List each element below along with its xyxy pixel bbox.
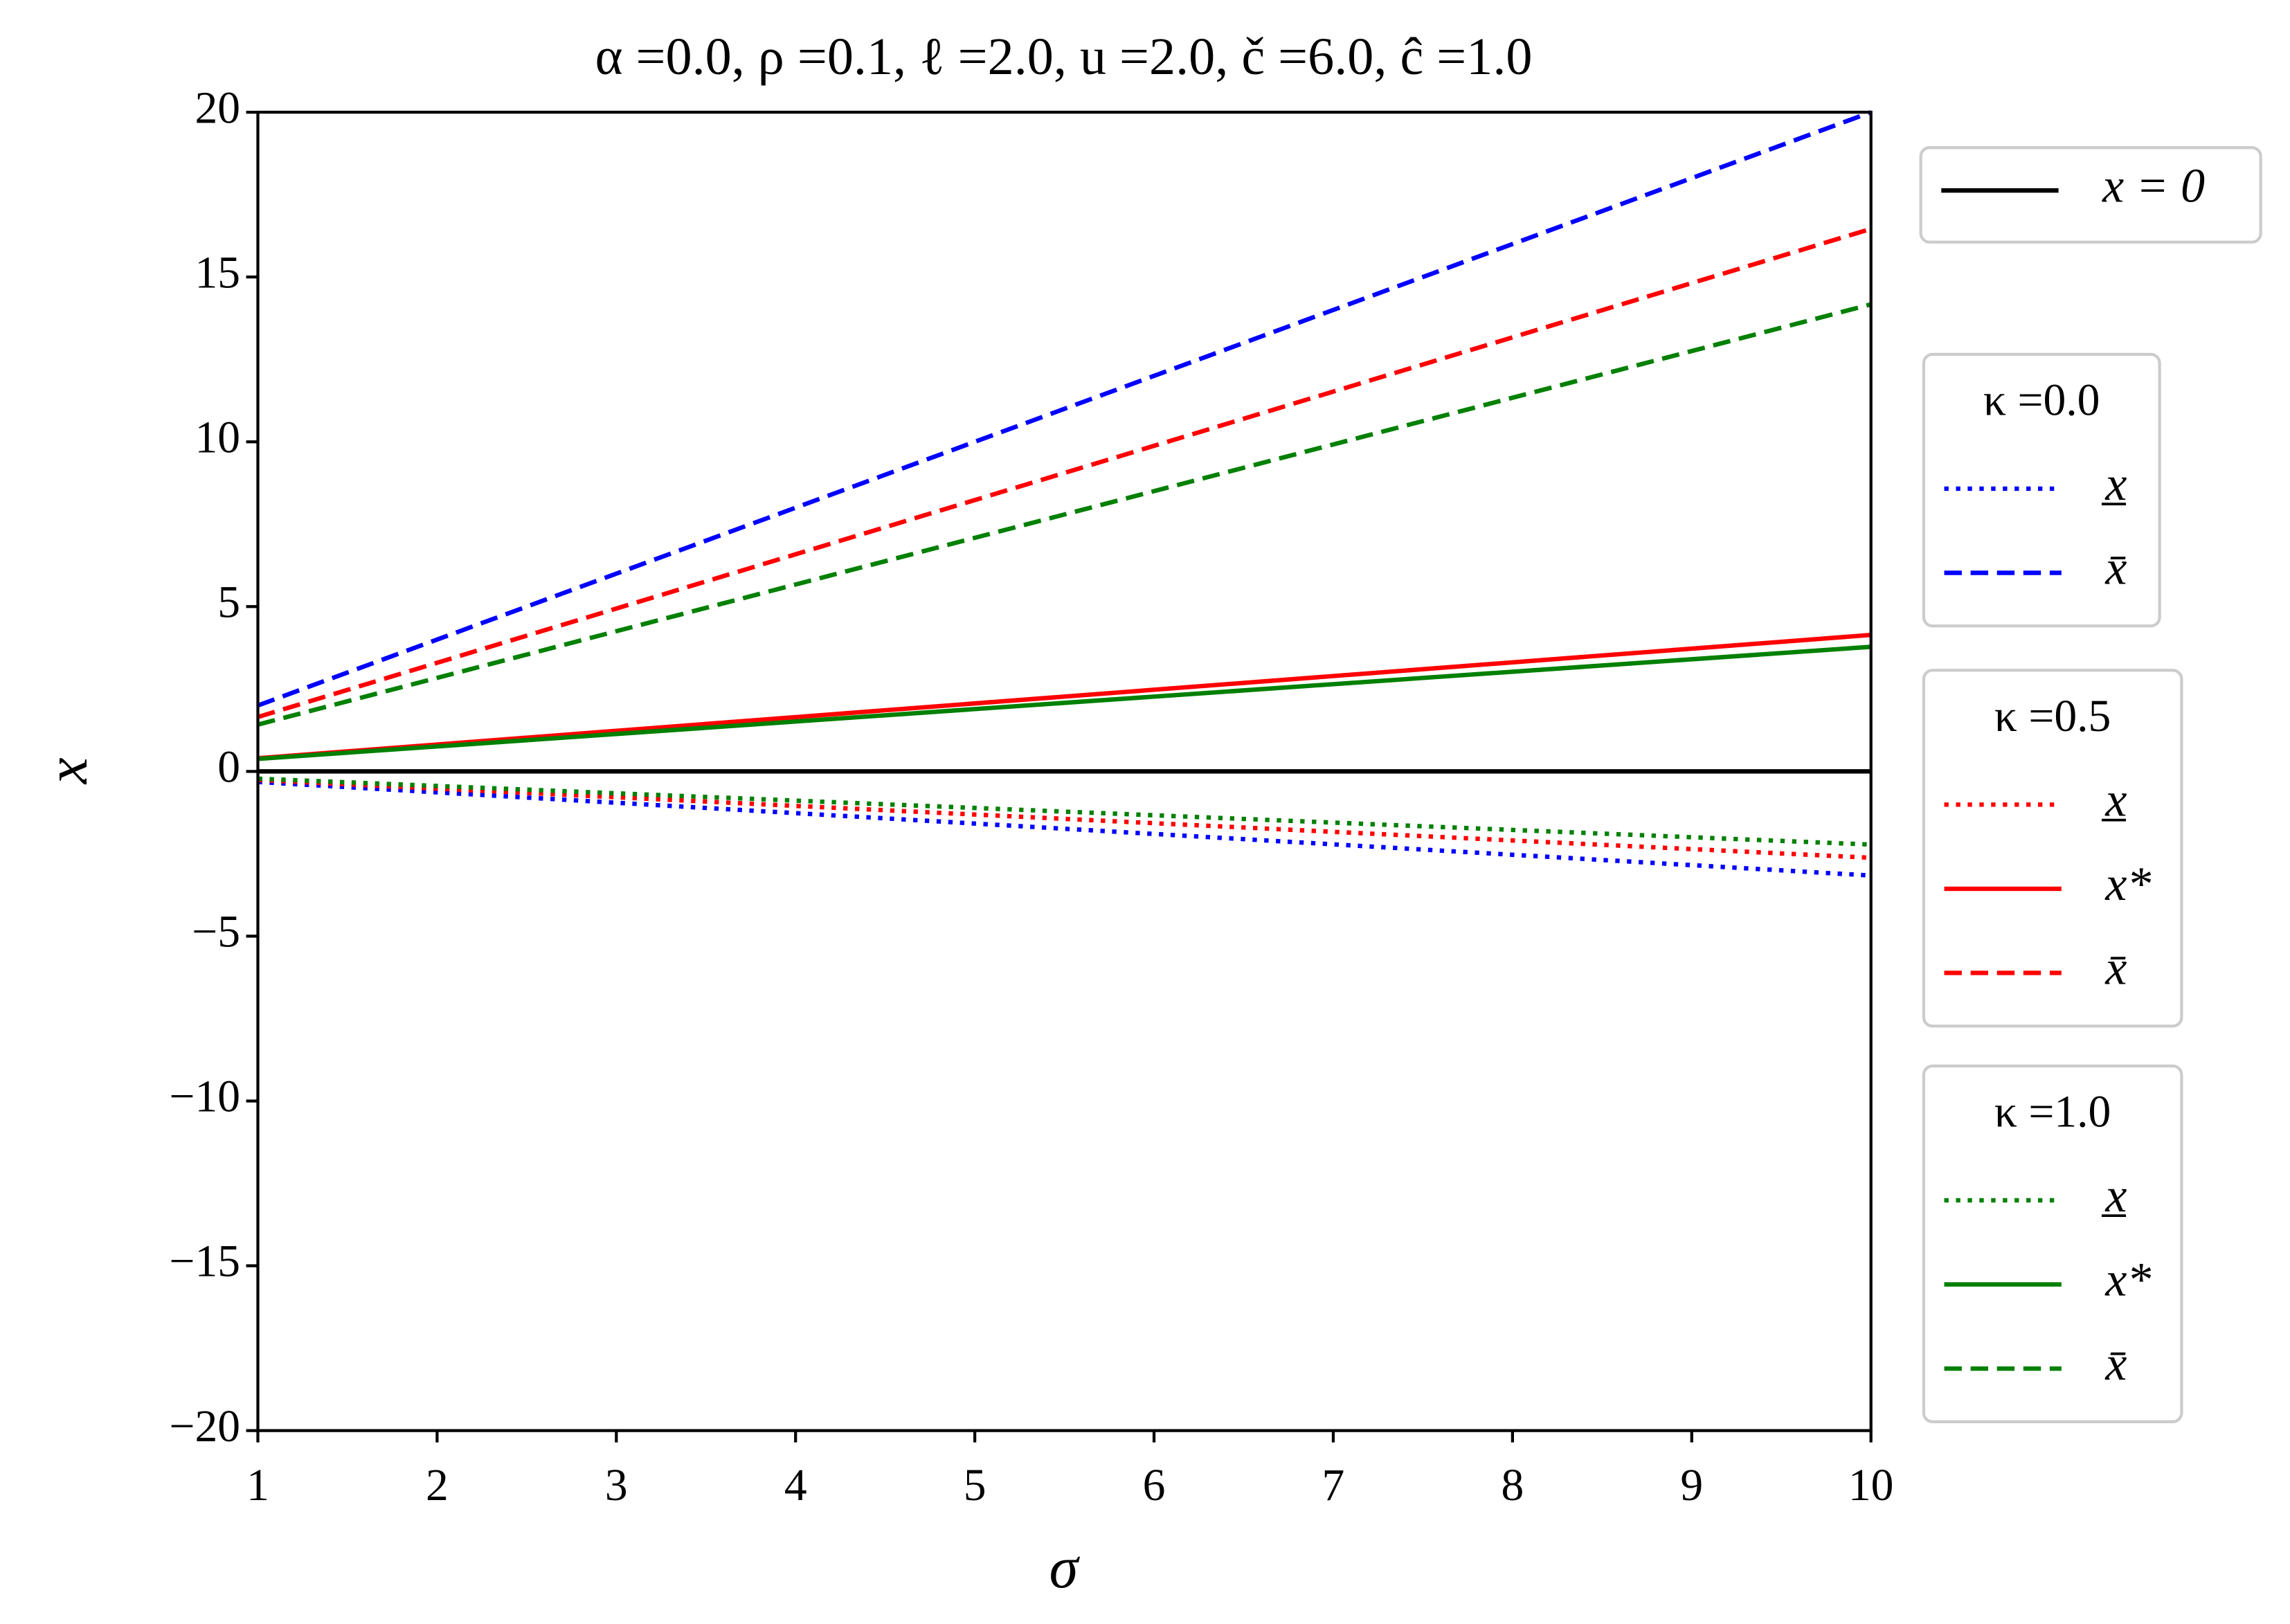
series-line [258, 776, 1871, 847]
y-tick-label: 15 [195, 247, 240, 298]
y-tick-label: −15 [169, 1236, 240, 1286]
y-tick-label: −5 [192, 906, 240, 957]
series-line [258, 633, 1871, 761]
legend-label: x* [2104, 858, 2152, 911]
plot-frame [256, 110, 1873, 1432]
series-line [257, 302, 1872, 727]
y-tick-label: 0 [217, 741, 240, 792]
y-tick-label: −10 [169, 1071, 240, 1121]
legend-label: x̲ [2102, 458, 2127, 511]
series-line [258, 644, 1871, 761]
x-tick-label: 6 [1143, 1460, 1166, 1510]
y-tick-label: 20 [195, 82, 240, 133]
y-tick-label: 10 [195, 412, 240, 462]
series-line [257, 226, 1872, 719]
legend-box [1919, 146, 2262, 244]
y-axis-label: x [35, 757, 100, 785]
chart-title: α =0.0, ρ =0.1, ℓ =2.0, u =2.0, č =6.0, … [595, 27, 1533, 86]
x-tick-label: 10 [1848, 1460, 1894, 1510]
x-axis-label: σ [1049, 1535, 1081, 1600]
x-tick-label: 1 [246, 1460, 269, 1510]
legend-box [1922, 1064, 2183, 1423]
legend-label: x̲ [2102, 1169, 2127, 1222]
legend-label: x̄ [2104, 941, 2127, 995]
x-tick-label: 2 [426, 1460, 449, 1510]
x-tick-label: 5 [964, 1460, 986, 1510]
y-tick-label: −20 [169, 1401, 240, 1452]
legend-title: κ =0.5 [1994, 691, 2111, 741]
x-tick-label: 3 [605, 1460, 628, 1510]
legend-label: x̄ [2104, 541, 2127, 595]
legend-label: x = 0 [2102, 159, 2205, 213]
series-line [257, 110, 1872, 708]
legend-title: κ =0.0 [1983, 375, 2100, 425]
x-tick-label: 7 [1322, 1460, 1345, 1510]
y-tick-label: 5 [217, 577, 240, 627]
legend-box [1922, 669, 2183, 1028]
x-tick-label: 4 [784, 1460, 807, 1510]
legend-label: x̄ [2104, 1337, 2127, 1391]
x-tick-label: 9 [1680, 1460, 1703, 1510]
x-tick-label: 8 [1501, 1460, 1524, 1510]
series-line [258, 779, 1871, 878]
legend-label: x̲ [2102, 773, 2127, 827]
legend-label: x* [2104, 1253, 2152, 1306]
series-line [258, 777, 1871, 860]
legend-title: κ =1.0 [1994, 1086, 2111, 1137]
